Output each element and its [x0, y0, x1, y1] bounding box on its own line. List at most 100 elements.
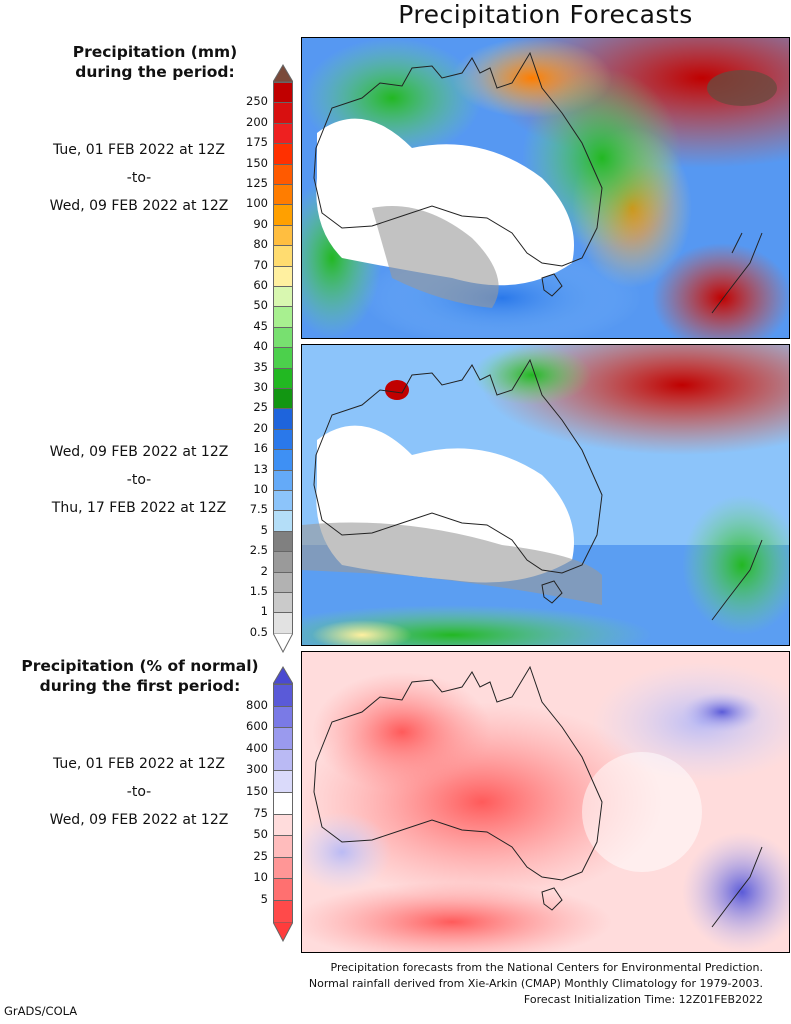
- pct-legend-title-line2: during the first period:: [39, 677, 241, 695]
- precip-colorbar-tick-label: 175: [246, 135, 268, 150]
- precip-colorbar-tick-label: 25: [253, 400, 268, 415]
- precip-colorbar-color-cell: [273, 510, 293, 532]
- pct-colorbar-tick-label: 10: [253, 870, 268, 885]
- period1-to: -to-: [126, 170, 152, 186]
- footer-notes: Precipitation forecasts from the Nationa…: [203, 960, 763, 1008]
- pct-legend-title: Precipitation (% of normal) during the f…: [10, 656, 270, 696]
- period2-to: -to-: [126, 472, 152, 488]
- precip-colorbar-color-cell: [273, 428, 293, 451]
- precip-colorbar-color-cell: [273, 347, 293, 369]
- pct-legend-title-line1: Precipitation (% of normal): [21, 657, 259, 675]
- precip-colorbar-color-cell: [273, 286, 293, 308]
- pct-colorbar-color-cell: [273, 684, 293, 707]
- precip-colorbar-color-cell: [273, 224, 293, 247]
- pct-normal-map-graphic: [302, 652, 789, 952]
- pct-colorbar-tick-label: 400: [246, 740, 268, 755]
- pct-colorbar-color-cell: [273, 813, 293, 837]
- precip-colorbar-color-cell: [273, 571, 293, 593]
- precip-colorbar-tick-label: 60: [253, 278, 268, 292]
- precip-colorbar-color-cell: [273, 143, 293, 165]
- pct-colorbar-tick-label: 50: [253, 827, 268, 842]
- precip-colorbar-tick-label: 40: [253, 339, 268, 354]
- precip-legend-title: Precipitation (mm) during the period:: [20, 42, 290, 82]
- pct-colorbar-color-cell: [273, 835, 293, 858]
- precip-colorbar-tick-label: 125: [246, 176, 268, 190]
- pct-colorbar-tick-label: 800: [246, 697, 268, 712]
- pct-colorbar-tick-label: 300: [246, 762, 268, 777]
- footer-line1: Precipitation forecasts from the Nationa…: [330, 961, 764, 974]
- precip-colorbar-color-cell: [273, 265, 293, 287]
- precip-colorbar-tick-label: 50: [253, 298, 268, 313]
- precip-colorbar-tick-label: 5: [260, 522, 268, 537]
- pct-colorbar-color-cell: [273, 727, 293, 750]
- precip-colorbar-color-cell: [273, 163, 293, 185]
- precip-colorbar-tick-label: 100: [246, 196, 268, 211]
- pct-colorbar-tick-label: 5: [260, 892, 268, 906]
- pct-colorbar-color-cell: [273, 792, 293, 815]
- precip-colorbar-color-cell: [273, 388, 293, 410]
- precip-legend-title-line1: Precipitation (mm): [72, 43, 238, 61]
- precip-colorbar-top-arrow: [273, 64, 293, 82]
- precip-colorbar-tick-label: 80: [253, 237, 268, 252]
- pct-colorbar-tick-label: 150: [246, 784, 268, 798]
- pct-colorbar-color-cell: [273, 705, 293, 729]
- precip-colorbar-color-cell: [273, 306, 293, 328]
- period3-end: Wed, 09 FEB 2022 at 12Z: [49, 812, 229, 828]
- page-title: Precipitation Forecasts: [398, 0, 693, 29]
- precip-legend-title-line2: during the period:: [75, 63, 235, 81]
- precip-colorbar-tick-label: 35: [253, 359, 268, 374]
- precip-colorbar-tick-label: 20: [253, 420, 268, 435]
- pct-colorbar-color-cell: [273, 878, 293, 901]
- precip-colorbar-color-cell: [273, 530, 293, 553]
- pct-colorbar-tick-label: 75: [253, 805, 268, 820]
- precip-colorbar-color-cell: [273, 408, 293, 430]
- precip-colorbar-tick-label: 45: [253, 318, 268, 333]
- precip-colorbar-tick-label: 0.5: [249, 624, 268, 639]
- precip-colorbar-color-cell: [273, 551, 293, 573]
- precip-colorbar-color-cell: [273, 184, 293, 206]
- pct-normal-map: [301, 651, 790, 953]
- precip-colorbar-tick-label: 7.5: [249, 502, 268, 517]
- footer-line3: Forecast Initialization Time: 12Z01FEB20…: [523, 993, 763, 1006]
- precip-colorbar-tick-label: 2.5: [249, 543, 268, 558]
- precip-colorbar-tick-label: 150: [246, 155, 268, 170]
- precip-colorbar-color-cell: [273, 469, 293, 491]
- period2-start: Wed, 09 FEB 2022 at 12Z: [49, 444, 229, 460]
- footer-line2: Normal rainfall derived from Xie-Arkin (…: [308, 977, 763, 990]
- credit-label: GrADS/COLA: [4, 1004, 78, 1018]
- precip-colorbar-tick-label: 250: [246, 94, 268, 109]
- precip-colorbar-color-cell: [273, 449, 293, 471]
- pct-colorbar-color-cell: [273, 748, 293, 772]
- pct-colorbar-tick-label: 600: [246, 719, 268, 734]
- period3-start: Tue, 01 FEB 2022 at 12Z: [52, 756, 226, 772]
- pct-colorbar-bottom-arrow: [273, 921, 293, 942]
- precip-colorbar-color-cell: [273, 367, 293, 389]
- precip-colorbar-color-cell: [273, 204, 293, 226]
- precip-map-period1: [301, 37, 790, 339]
- period3-to: -to-: [126, 784, 152, 800]
- precip-colorbar-tick-label: 200: [246, 114, 268, 129]
- period1-start: Tue, 01 FEB 2022 at 12Z: [52, 142, 226, 158]
- precip-colorbar-color-cell: [273, 612, 293, 634]
- precip-colorbar-tick-label: 70: [253, 257, 268, 272]
- precip-colorbar-tick-label: 2: [260, 563, 268, 578]
- precip-colorbar-tick-label: 90: [253, 216, 268, 231]
- pct-colorbar-color-cell: [273, 770, 293, 793]
- pct-colorbar-top-arrow: [273, 666, 293, 684]
- precip-colorbar-color-cell: [273, 490, 293, 512]
- precip-map-period2-graphic: [302, 345, 789, 645]
- pct-colorbar-color-cell: [273, 900, 293, 923]
- pct-colorbar-tick-label: 25: [253, 848, 268, 863]
- precip-colorbar-color-cell: [273, 592, 293, 614]
- period1-end: Wed, 09 FEB 2022 at 12Z: [49, 198, 229, 214]
- precip-colorbar-tick-label: 1: [260, 604, 268, 619]
- precip-colorbar-color-cell: [273, 82, 293, 104]
- precip-colorbar-color-cell: [273, 326, 293, 349]
- pct-colorbar-color-cell: [273, 856, 293, 880]
- precip-colorbar-tick-label: 13: [253, 461, 268, 476]
- precip-colorbar-color-cell: [273, 245, 293, 267]
- precip-colorbar-tick-label: 10: [253, 482, 268, 496]
- precip-colorbar-color-cell: [273, 102, 293, 124]
- precip-colorbar-color-cell: [273, 122, 293, 145]
- period2-end: Thu, 17 FEB 2022 at 12Z: [51, 500, 227, 516]
